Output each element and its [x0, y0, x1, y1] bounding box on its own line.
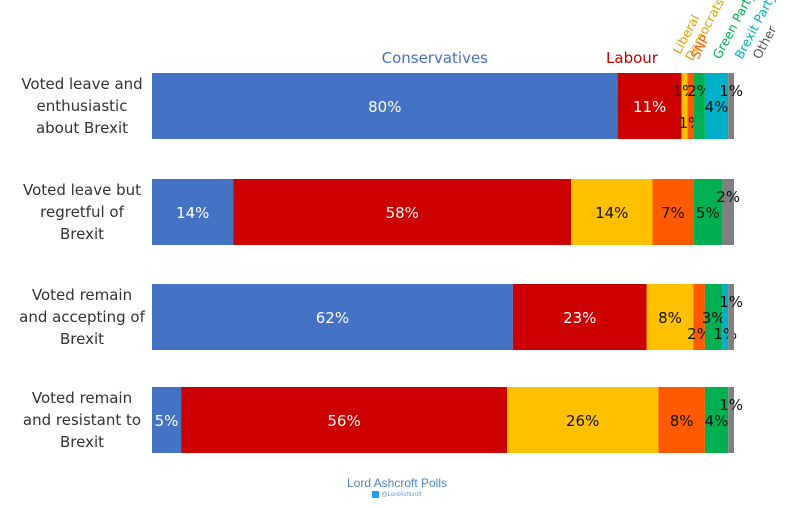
category-label: Voted remain and accepting of Brexit: [19, 286, 145, 348]
bar-segment: [646, 284, 694, 350]
data-label: 1%: [719, 396, 743, 414]
data-label: 14%: [595, 204, 628, 222]
data-label: 2%: [716, 188, 740, 206]
data-label: 80%: [368, 98, 401, 116]
data-label: 62%: [316, 309, 349, 327]
data-label: 4%: [705, 98, 729, 116]
data-label: 3%: [702, 309, 726, 327]
data-label: 8%: [670, 412, 694, 430]
data-label: 1%: [719, 82, 743, 100]
bar-segment: [152, 284, 513, 350]
data-label: 5%: [696, 204, 720, 222]
bar-segment: [704, 387, 729, 453]
bar-segment: [687, 73, 694, 139]
twitter-handle-line: @LordAshcroft: [0, 491, 794, 498]
category-label: Voted remain and resistant to Brexit: [23, 389, 141, 451]
bar-segment: [728, 284, 734, 350]
bar-segment: [152, 179, 234, 245]
bar-segment: [704, 284, 723, 350]
category-label: Voted leave but regretful of Brexit: [23, 181, 141, 243]
data-label: 14%: [176, 204, 209, 222]
data-label: 4%: [705, 412, 729, 430]
bar-segment: [152, 73, 618, 139]
bar-segment: [722, 284, 729, 350]
bar-segment: [507, 387, 659, 453]
bar-segment: [693, 179, 723, 245]
bar-segment: [728, 387, 734, 453]
bar-segment: [693, 73, 705, 139]
bar-segment: [681, 73, 688, 139]
bar-segment: [152, 387, 182, 453]
twitter-icon: [372, 491, 380, 498]
bar-segment: [658, 387, 705, 453]
bar-segment: [693, 284, 705, 350]
twitter-handle: @LordAshcroft: [381, 492, 422, 499]
data-label: 26%: [566, 412, 599, 430]
data-label: 8%: [658, 309, 682, 327]
bar-segment: [652, 179, 694, 245]
bar-segment: [512, 284, 647, 350]
bar-segment: [233, 179, 572, 245]
bar-segment: [617, 73, 682, 139]
data-label: 58%: [386, 204, 419, 222]
bar-segment: [728, 73, 734, 139]
data-label: 11%: [633, 98, 666, 116]
data-label: 1%: [719, 293, 743, 311]
bar-segment: [722, 179, 734, 245]
data-label: 56%: [327, 412, 360, 430]
source-credit: Lord Ashcroft Polls: [346, 476, 448, 490]
bar-segment: [571, 179, 653, 245]
data-label: 23%: [563, 309, 596, 327]
bar-segment: [704, 73, 729, 139]
legend-label: Conservatives: [382, 49, 489, 67]
legend-label: Labour: [606, 49, 659, 67]
bar-segment: [181, 387, 508, 453]
data-label: 5%: [155, 412, 179, 430]
data-label: 7%: [661, 204, 685, 222]
category-label: Voted leave and enthusiastic about Brexit: [21, 75, 142, 137]
